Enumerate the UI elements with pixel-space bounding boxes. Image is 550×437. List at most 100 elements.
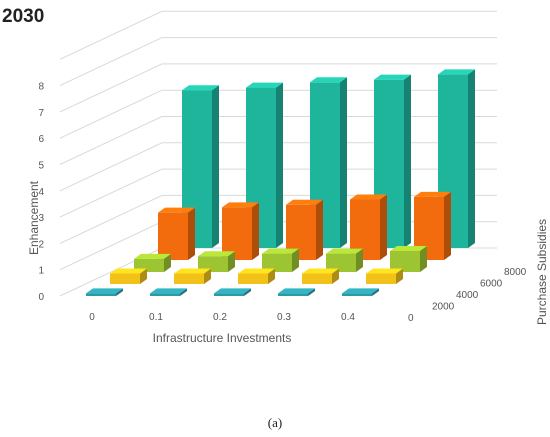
bar-side bbox=[332, 268, 339, 284]
bars bbox=[86, 69, 475, 296]
bar bbox=[214, 288, 251, 296]
bar-top bbox=[310, 77, 347, 83]
bar-side bbox=[404, 74, 411, 249]
bar-side bbox=[396, 268, 403, 284]
gridline bbox=[59, 37, 497, 87]
bar bbox=[238, 268, 275, 284]
z-tick-label: 2000 bbox=[432, 302, 455, 313]
figure-caption: (a) bbox=[267, 415, 283, 430]
bar-side bbox=[180, 288, 187, 296]
bar-top bbox=[374, 74, 411, 80]
bar-front bbox=[150, 293, 180, 296]
bar-top bbox=[326, 248, 363, 254]
x-tick-label: 0.3 bbox=[277, 312, 291, 323]
bar-top bbox=[350, 194, 387, 200]
y-tick-label: 8 bbox=[38, 82, 44, 93]
bar-front bbox=[302, 273, 332, 284]
y-tick-label: 5 bbox=[38, 161, 44, 172]
bar bbox=[390, 245, 427, 272]
y-tick-label: 6 bbox=[38, 134, 44, 145]
bar-top bbox=[302, 268, 339, 274]
bar-side bbox=[308, 288, 315, 296]
bar-side bbox=[380, 194, 387, 260]
bar-top bbox=[286, 199, 323, 205]
bar-front bbox=[86, 293, 116, 296]
bar bbox=[278, 288, 315, 296]
bar bbox=[326, 248, 363, 272]
bar-front bbox=[238, 273, 268, 284]
bar-top bbox=[262, 248, 299, 254]
bar-side bbox=[292, 248, 299, 272]
bar-top bbox=[174, 268, 211, 274]
bar bbox=[150, 288, 187, 296]
bar-top bbox=[238, 268, 275, 274]
bar-side bbox=[116, 288, 123, 296]
bar-front bbox=[110, 273, 140, 284]
bar-front bbox=[342, 293, 372, 296]
y-tick-label: 0 bbox=[38, 292, 44, 303]
bar-side bbox=[252, 202, 259, 260]
bar-top bbox=[366, 268, 403, 274]
bar-top bbox=[158, 207, 195, 213]
bar-side bbox=[140, 268, 147, 284]
bar-side bbox=[204, 268, 211, 284]
bar-front bbox=[198, 256, 228, 272]
x-tick-label: 0.1 bbox=[149, 312, 163, 323]
bar-side bbox=[244, 288, 251, 296]
bar-top bbox=[278, 288, 315, 294]
bar bbox=[182, 85, 219, 248]
y-tick-label: 4 bbox=[38, 187, 44, 198]
bar-top bbox=[110, 268, 147, 274]
bar bbox=[302, 268, 339, 284]
z-tick-label: 0 bbox=[408, 313, 414, 324]
bar bbox=[342, 288, 379, 296]
y-axis-label: Enhancement bbox=[27, 180, 41, 255]
bar-side bbox=[356, 248, 363, 272]
bar-side bbox=[316, 199, 323, 260]
x-tick-label: 0 bbox=[89, 312, 95, 323]
bar-top bbox=[222, 202, 259, 208]
gridline bbox=[59, 10, 497, 60]
bar-side bbox=[468, 69, 475, 248]
bar-side bbox=[340, 77, 347, 248]
chart-title: 2030 bbox=[2, 6, 45, 27]
bar-side bbox=[212, 85, 219, 248]
bar-top bbox=[150, 288, 187, 294]
bar-side bbox=[372, 288, 379, 296]
z-tick-label: 8000 bbox=[504, 267, 527, 278]
bar-top bbox=[86, 288, 123, 294]
bar-top bbox=[134, 253, 171, 259]
bar-side bbox=[444, 191, 451, 260]
bar bbox=[198, 251, 235, 272]
bar-top bbox=[246, 82, 283, 88]
bar-top bbox=[342, 288, 379, 294]
bar bbox=[110, 268, 147, 284]
bar-side bbox=[420, 245, 427, 272]
bar-side bbox=[164, 253, 171, 272]
bar-top bbox=[438, 69, 475, 75]
bar bbox=[174, 268, 211, 284]
x-tick-label: 0.2 bbox=[213, 312, 227, 323]
bar-front bbox=[326, 253, 356, 272]
y-tick-label: 7 bbox=[38, 108, 44, 119]
x-axis-label: Infrastructure Investments bbox=[153, 331, 292, 345]
bar-top bbox=[414, 191, 451, 197]
bar-front bbox=[158, 212, 188, 260]
y-tick-label: 1 bbox=[38, 266, 44, 277]
bar-side bbox=[276, 82, 283, 248]
bar-side bbox=[228, 251, 235, 272]
bar-front bbox=[214, 293, 244, 296]
bar-top bbox=[390, 245, 427, 251]
bar-front bbox=[390, 250, 420, 272]
z-tick-label: 6000 bbox=[480, 279, 503, 290]
bar bbox=[366, 268, 403, 284]
bar-side bbox=[268, 268, 275, 284]
bar bbox=[86, 288, 123, 296]
bar-front bbox=[366, 273, 396, 284]
bar-front bbox=[174, 273, 204, 284]
y-tick-label: 2 bbox=[38, 239, 44, 250]
bar-side bbox=[188, 207, 195, 260]
bar bbox=[262, 248, 299, 272]
